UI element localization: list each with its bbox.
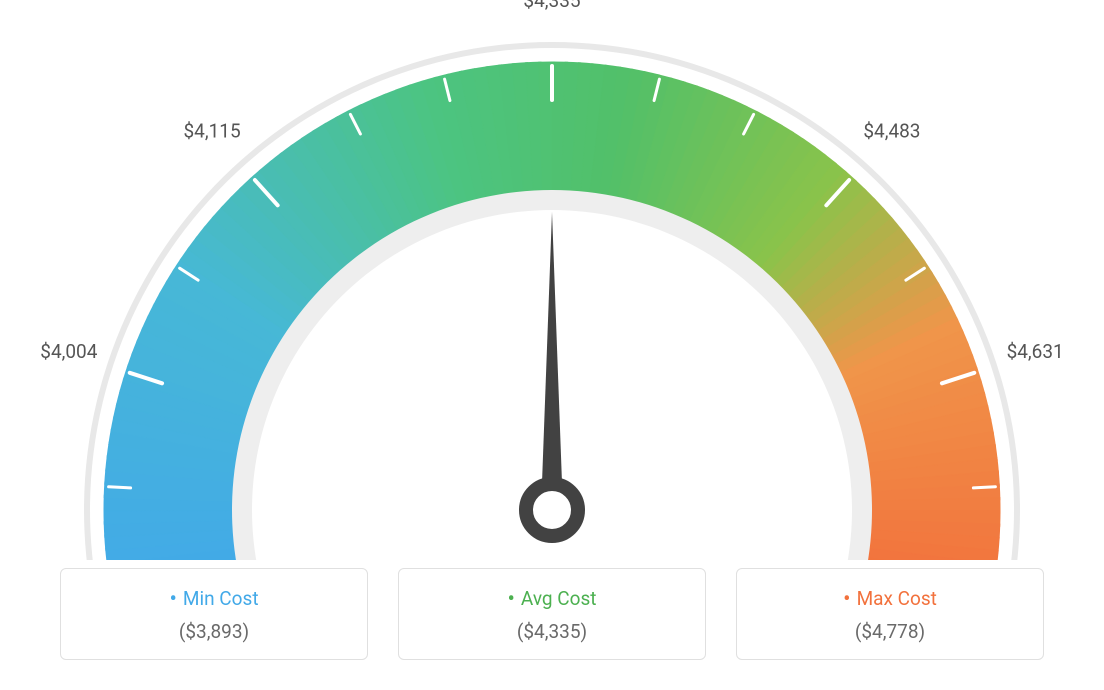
needle <box>541 212 563 510</box>
tick-label: $4,483 <box>863 119 920 142</box>
gauge-svg: $3,893$4,004$4,115$4,335$4,483$4,631$4,7… <box>0 0 1104 560</box>
cost-cards-row: Min Cost ($3,893) Avg Cost ($4,335) Max … <box>60 568 1044 660</box>
tick-label: $4,335 <box>523 0 580 12</box>
avg-cost-title: Avg Cost <box>399 587 705 612</box>
max-cost-card: Max Cost ($4,778) <box>736 568 1044 660</box>
min-cost-value: ($3,893) <box>61 620 367 643</box>
min-cost-title: Min Cost <box>61 587 367 612</box>
tick-label: $4,115 <box>184 119 241 142</box>
max-cost-title: Max Cost <box>737 587 1043 612</box>
avg-cost-value: ($4,335) <box>399 620 705 643</box>
tick-label: $4,004 <box>40 340 97 363</box>
min-cost-card: Min Cost ($3,893) <box>60 568 368 660</box>
avg-cost-card: Avg Cost ($4,335) <box>398 568 706 660</box>
gauge-chart-container: $3,893$4,004$4,115$4,335$4,483$4,631$4,7… <box>0 0 1104 690</box>
needle-hub <box>526 484 578 536</box>
tick-label: $4,631 <box>1007 340 1064 363</box>
max-cost-value: ($4,778) <box>737 620 1043 643</box>
